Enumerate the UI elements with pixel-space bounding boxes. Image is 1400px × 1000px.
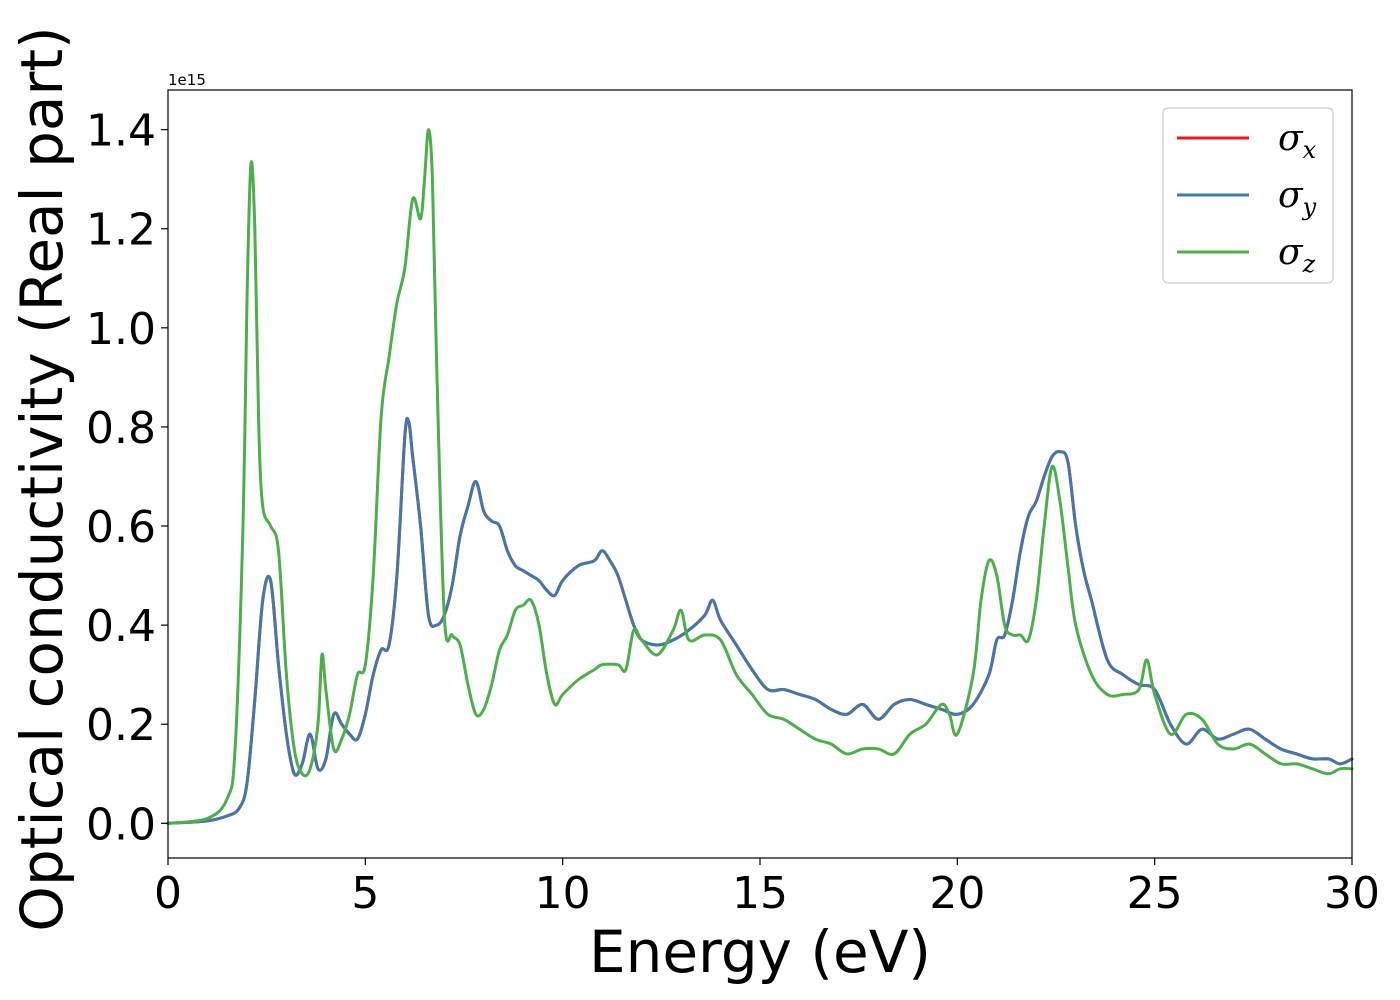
y-tick-label: 0.4 bbox=[86, 601, 156, 652]
legend: σx σy σz bbox=[1162, 107, 1334, 284]
x-tick-label: 10 bbox=[535, 868, 591, 919]
x-tick-label: 0 bbox=[154, 868, 182, 919]
series-line-y bbox=[166, 416, 1354, 825]
y-axis-label: Optical conductivity (Real part) bbox=[8, 26, 76, 931]
legend-label-x: σx bbox=[1278, 118, 1317, 164]
series-line-x bbox=[166, 416, 1354, 825]
series-group bbox=[166, 128, 1354, 825]
x-tick-label: 5 bbox=[351, 868, 379, 919]
x-tick-label: 25 bbox=[1127, 868, 1183, 919]
y-tick-label: 0.2 bbox=[86, 700, 156, 751]
x-axis-label: Energy (eV) bbox=[589, 918, 931, 986]
x-axis: 0 5 10 15 20 25 30 bbox=[154, 858, 1380, 919]
y-tick-label: 0.0 bbox=[86, 799, 156, 850]
series-line-z bbox=[166, 128, 1354, 825]
y-axis: 0.0 0.2 0.4 0.6 0.8 1.0 1.2 1.4 bbox=[86, 106, 168, 850]
y-tick-label: 1.4 bbox=[86, 106, 156, 157]
legend-label-y: σy bbox=[1278, 175, 1317, 221]
plot-area: 0 5 10 15 20 25 30 0.0 0.2 0.4 0.6 0.8 1.0 1.2 1.4 1e15… bbox=[8, 26, 1380, 986]
y-offset-label: 1e15 bbox=[168, 71, 206, 89]
legend-label-z: σz bbox=[1278, 232, 1316, 278]
x-tick-label: 30 bbox=[1324, 868, 1380, 919]
y-tick-label: 0.6 bbox=[86, 502, 156, 553]
y-tick-label: 1.0 bbox=[86, 304, 156, 355]
x-tick-label: 20 bbox=[929, 868, 985, 919]
x-tick-label: 15 bbox=[732, 868, 788, 919]
y-tick-label: 1.2 bbox=[86, 205, 156, 256]
y-tick-label: 0.8 bbox=[86, 403, 156, 454]
